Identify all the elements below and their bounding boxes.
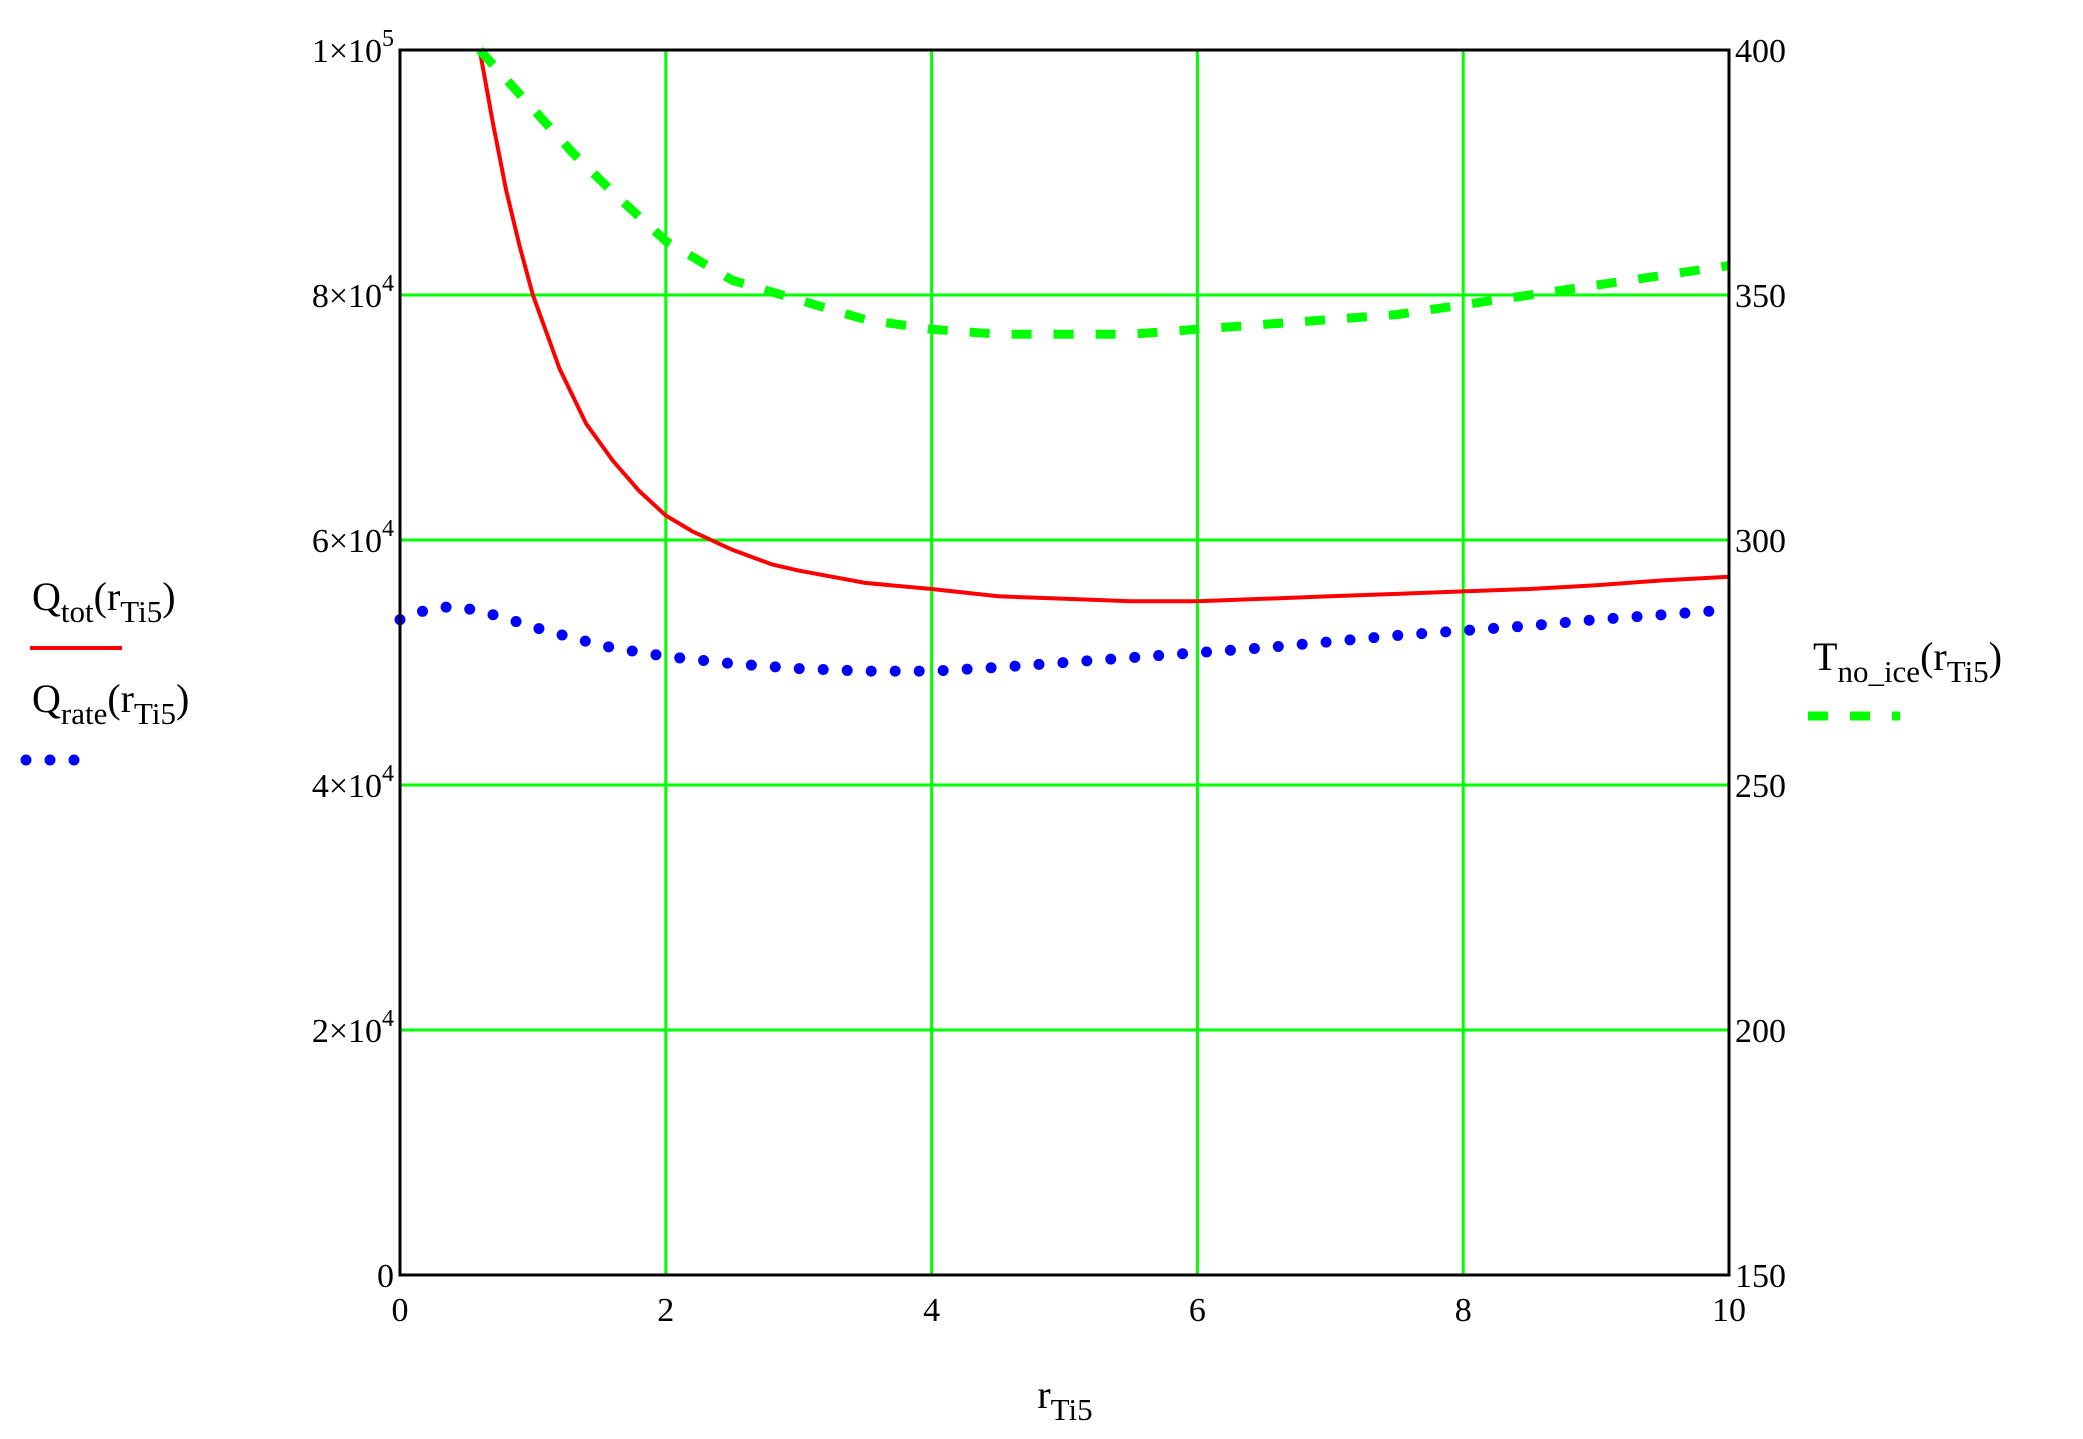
tick-mantissa: 8×10 <box>312 278 382 315</box>
tick-mantissa: 6×10 <box>312 523 382 560</box>
legend-close-paren: ) <box>1989 634 2002 679</box>
legend-close-paren: ) <box>176 676 189 721</box>
tick-mantissa: 2×10 <box>312 1013 382 1050</box>
y-right-tick-label: 400 <box>1735 33 1786 70</box>
legend-right: Tno_ice(rTi5) <box>1808 634 2002 721</box>
legend-arg-subscript: Ti5 <box>1947 654 1989 689</box>
tick-exponent: 5 <box>382 26 394 52</box>
y-left-tick-label: 2×104 <box>312 1006 394 1050</box>
y-left-tick-label: 8×104 <box>312 271 394 315</box>
tick-exponent: 4 <box>382 516 394 542</box>
x-tick-label: 10 <box>1712 1292 1746 1329</box>
legend-arg-subscript: Ti5 <box>134 696 176 731</box>
tick-exponent: 4 <box>382 271 394 297</box>
x-tick-label: 2 <box>657 1292 674 1329</box>
legend-argument: (r <box>107 676 134 721</box>
x-tick-label: 4 <box>923 1292 940 1329</box>
series-line-tot <box>477 49 1730 604</box>
y-right-tick-label: 300 <box>1735 523 1786 560</box>
legend-symbol: Q <box>32 574 61 619</box>
series-line-rate <box>394 600 1735 677</box>
x-tick-label: 0 <box>392 1292 409 1329</box>
series-layer <box>394 46 1735 677</box>
y-right-tick-label: 150 <box>1735 1258 1786 1295</box>
legend-arg-subscript: Ti5 <box>120 594 162 629</box>
y-left-tick-label: 1×105 <box>312 26 394 70</box>
x-tick-label: 8 <box>1455 1292 1472 1329</box>
tick-mantissa: 1×10 <box>312 33 382 70</box>
y-left-tick-label: 6×104 <box>312 516 394 560</box>
legend-subscript: rate <box>61 696 107 731</box>
y-left-tick-label: 0 <box>377 1258 394 1295</box>
legend-left: Qtot(rTi5)Qrate(rTi5) <box>20 574 189 766</box>
x-tick-label: 6 <box>1189 1292 1206 1329</box>
y-left-tick-label: 4×104 <box>312 761 394 805</box>
legend-subscript: no_ice <box>1837 654 1920 689</box>
tick-labels: 0 2 4 6 8 1002×1044×1046×1048×1041×1051502002… <box>312 26 1786 1329</box>
legend-label-qrate: Qrate(rTi5) <box>32 676 189 731</box>
tick-mantissa: 0 <box>377 1258 394 1295</box>
y-right-tick-label: 250 <box>1735 768 1786 805</box>
legend-close-paren: ) <box>162 574 175 619</box>
tick-mantissa: 4×10 <box>312 768 382 805</box>
tick-exponent: 4 <box>382 761 394 787</box>
legend-argument: (r <box>1920 634 1947 679</box>
x-axis-label: rTi5 <box>1037 1372 1092 1427</box>
tick-exponent: 4 <box>382 1006 394 1032</box>
legend-subscript: tot <box>61 594 94 629</box>
y-right-tick-label: 200 <box>1735 1013 1786 1050</box>
legend-label-tnoice: Tno_ice(rTi5) <box>1813 634 2002 689</box>
series-line-no-ice <box>476 46 1730 339</box>
legend-symbol: Q <box>32 676 61 721</box>
legend-argument: (r <box>94 574 121 619</box>
plot-frame <box>398 48 1731 1277</box>
legend-label-qtot: Qtot(rTi5) <box>32 574 176 629</box>
grid-lines <box>400 50 1729 1275</box>
legend-symbol: T <box>1813 634 1837 679</box>
y-right-tick-label: 350 <box>1735 278 1786 315</box>
